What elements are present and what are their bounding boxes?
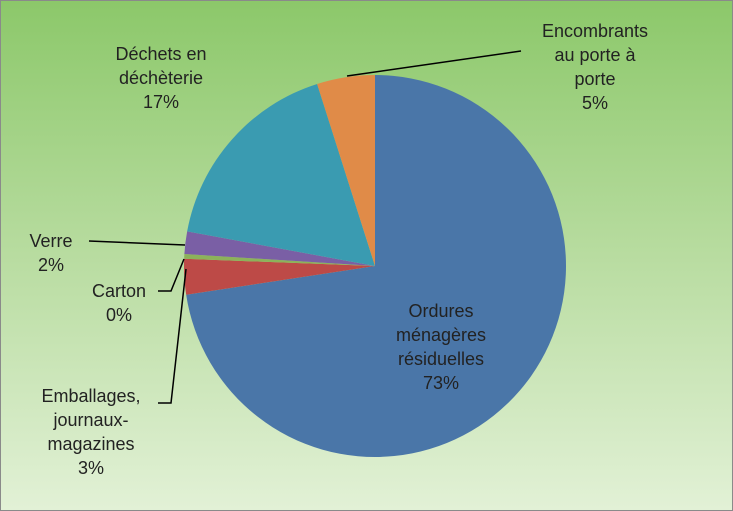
category-name: Emballages, journaux-magazines bbox=[41, 386, 141, 454]
percent-label: 73% bbox=[422, 373, 460, 393]
leader-line bbox=[88, 240, 186, 246]
percent-label: 3% bbox=[77, 458, 104, 478]
percent-label: 2% bbox=[37, 255, 64, 275]
category-name: Carton bbox=[91, 281, 147, 301]
slice-label: Encombrants au porte à porte 5% bbox=[537, 19, 653, 115]
pie-slice bbox=[184, 254, 375, 266]
slice-label: Déchets en déchèterie 17% bbox=[101, 42, 221, 114]
slice-label: Emballages, journaux-magazines 3% bbox=[29, 384, 153, 480]
category-name: Verre bbox=[29, 231, 73, 251]
leader-line bbox=[346, 50, 522, 77]
leader-line bbox=[158, 268, 187, 404]
slice-label: Ordures ménagères résiduelles 73% bbox=[386, 299, 496, 395]
category-name: Déchets en déchèterie bbox=[115, 44, 207, 88]
percent-label: 0% bbox=[105, 305, 132, 325]
percent-label: 17% bbox=[142, 92, 180, 112]
category-name: Encombrants au porte à porte bbox=[541, 21, 649, 89]
category-name: Ordures ménagères résiduelles bbox=[395, 301, 487, 369]
slice-label: Verre 2% bbox=[11, 229, 91, 277]
slice-label: Carton 0% bbox=[61, 279, 177, 327]
pie-slice bbox=[317, 75, 375, 266]
leader-line bbox=[158, 258, 185, 292]
pie-slice bbox=[186, 75, 566, 458]
pie-slice bbox=[184, 231, 375, 266]
pie-slice bbox=[184, 258, 375, 295]
percent-label: 5% bbox=[581, 93, 608, 113]
pie-slice bbox=[187, 83, 375, 266]
